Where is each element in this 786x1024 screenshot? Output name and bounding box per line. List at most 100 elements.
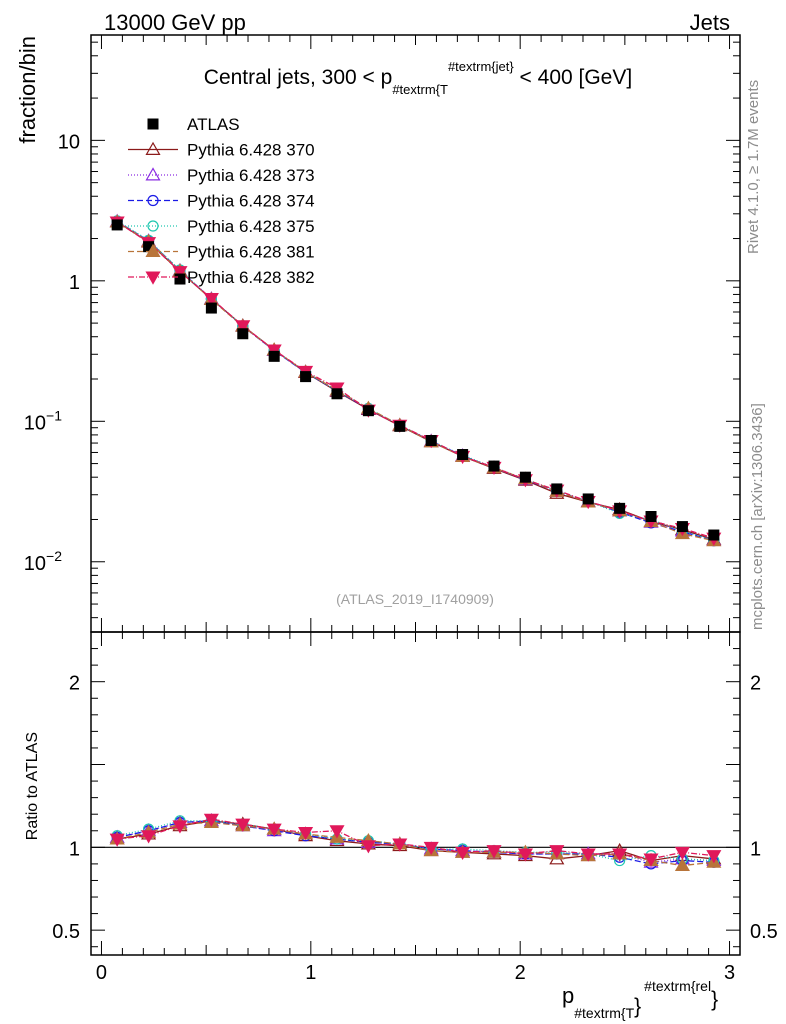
data-point	[268, 350, 280, 362]
legend-marker	[145, 141, 161, 155]
series-ratio-line	[117, 820, 714, 863]
legend-label: Pythia 6.428 374	[187, 192, 315, 211]
series-ratio-point	[643, 853, 659, 867]
series-ratio-point	[706, 850, 722, 864]
legend-entry: Pythia 6.428 382	[128, 268, 315, 287]
series-point	[266, 344, 282, 358]
ratio-y-tick-label-right: 1	[750, 838, 761, 860]
header-right: Jets	[690, 10, 730, 35]
legend-label: Pythia 6.428 382	[187, 268, 315, 287]
series-Pythia-6428-374	[111, 215, 720, 870]
legend-marker	[145, 167, 161, 181]
legend-marker	[145, 243, 161, 257]
legend-entry-ATLAS: ATLAS	[147, 115, 240, 134]
legend-entry: Pythia 6.428 370	[128, 141, 315, 160]
rivet-version-label: Rivet 4.1.0, ≥ 1.7M events	[745, 79, 762, 254]
mcplots-reference-label: mcplots.cern.ch [arXiv:1306.3436]	[749, 403, 766, 630]
data-point	[614, 502, 626, 514]
data-point	[237, 328, 249, 340]
header-left: 13000 GeV pp	[104, 10, 246, 35]
series-ratio-point	[329, 825, 345, 839]
series-ratio-point	[392, 838, 408, 852]
y-tick-label-base: 1	[69, 272, 80, 294]
data-point	[645, 511, 657, 523]
series-Pythia-6428-373	[109, 213, 722, 868]
ratio-y-tick-label-right: 2	[750, 673, 761, 695]
y-tick-label: 10	[58, 131, 80, 153]
data-point	[331, 388, 343, 400]
series-layer	[109, 213, 722, 872]
y-tick-label-base: 10	[24, 553, 46, 575]
series-ratio-point	[141, 830, 157, 844]
data-point	[143, 241, 155, 253]
series-ratio-point	[423, 841, 439, 856]
ratio-y-tick-label: 1	[69, 838, 80, 860]
legend: ATLAS Pythia 6.428 370 Pythia 6.428 373 Pyt…	[128, 115, 315, 287]
legend-entry: Pythia 6.428 375	[128, 217, 315, 236]
ratio-y-axis: 0.5 0.5 1 1 2 2	[52, 631, 778, 948]
series-ratio-point	[549, 845, 565, 859]
data-point	[457, 449, 469, 461]
series-ratio-point	[517, 848, 533, 862]
analysis-watermark: (ATLAS_2019_I1740909)	[336, 591, 494, 607]
series-ratio-point	[360, 840, 376, 854]
series-ratio-point	[674, 846, 690, 861]
y-tick-label-exponent: −2	[46, 548, 62, 564]
legend-entry: Pythia 6.428 373	[128, 166, 315, 185]
series-ratio-point	[580, 848, 596, 862]
series-ratio-point	[235, 818, 251, 832]
data-point	[551, 483, 563, 495]
data-point	[362, 405, 374, 417]
series-ratio-point	[109, 833, 125, 847]
legend-marker	[147, 118, 159, 130]
series-Pythia-6428-375	[111, 215, 720, 867]
series-Pythia-6428-382	[109, 216, 722, 867]
ratio-y-tick-label: 2	[69, 673, 80, 695]
data-point	[582, 493, 594, 505]
y-tick-label: 1	[69, 272, 80, 294]
ratio-y-axis-label: Ratio to ATLAS	[24, 732, 41, 840]
y-tick-label: 10−2	[24, 548, 62, 575]
data-point	[111, 219, 123, 231]
legend-marker	[145, 271, 161, 285]
series-ratio-point	[298, 826, 314, 841]
legend-marker	[147, 194, 159, 207]
x-axis: 0 1 2 3	[96, 35, 735, 984]
series-ratio-point	[612, 848, 628, 862]
series-ratio-point	[266, 823, 282, 837]
data-point	[394, 420, 406, 432]
series-ratio-line	[117, 818, 714, 860]
series-ratio-point	[172, 820, 188, 834]
legend-label: Pythia 6.428 373	[187, 166, 315, 185]
data-point	[676, 521, 688, 533]
series-ratio-line	[117, 821, 714, 867]
series-point	[172, 266, 188, 280]
legend-label: Pythia 6.428 375	[187, 217, 315, 236]
data-point	[708, 529, 720, 541]
ratio-plot-frame	[90, 631, 741, 956]
data-point	[488, 460, 500, 472]
data-point	[519, 471, 531, 483]
series-ratio-point	[486, 845, 502, 859]
y-axis-label: fraction/bin	[15, 36, 40, 144]
y-tick-label: 10−1	[24, 407, 62, 434]
ratio-y-tick-label-right: 0.5	[750, 921, 778, 943]
x-axis-label: p#textrm{T}#textrm{rel}	[562, 978, 718, 1021]
legend-marker	[147, 220, 159, 232]
series-point	[235, 320, 251, 334]
legend-label: ATLAS	[187, 115, 240, 134]
data-point	[174, 273, 186, 285]
data-point	[300, 371, 312, 383]
y-tick-label-base: 10	[58, 131, 80, 153]
data-point	[425, 434, 437, 446]
legend-entry: Pythia 6.428 381	[128, 243, 315, 262]
series-Pythia-6428-381	[109, 214, 722, 872]
x-tick-label: 1	[305, 962, 316, 984]
series-ratio-point	[674, 857, 690, 872]
series-point	[203, 292, 219, 307]
series-ratio-point	[455, 846, 471, 861]
series-ATLAS	[111, 219, 720, 541]
legend-entry: Pythia 6.428 374	[128, 192, 315, 211]
